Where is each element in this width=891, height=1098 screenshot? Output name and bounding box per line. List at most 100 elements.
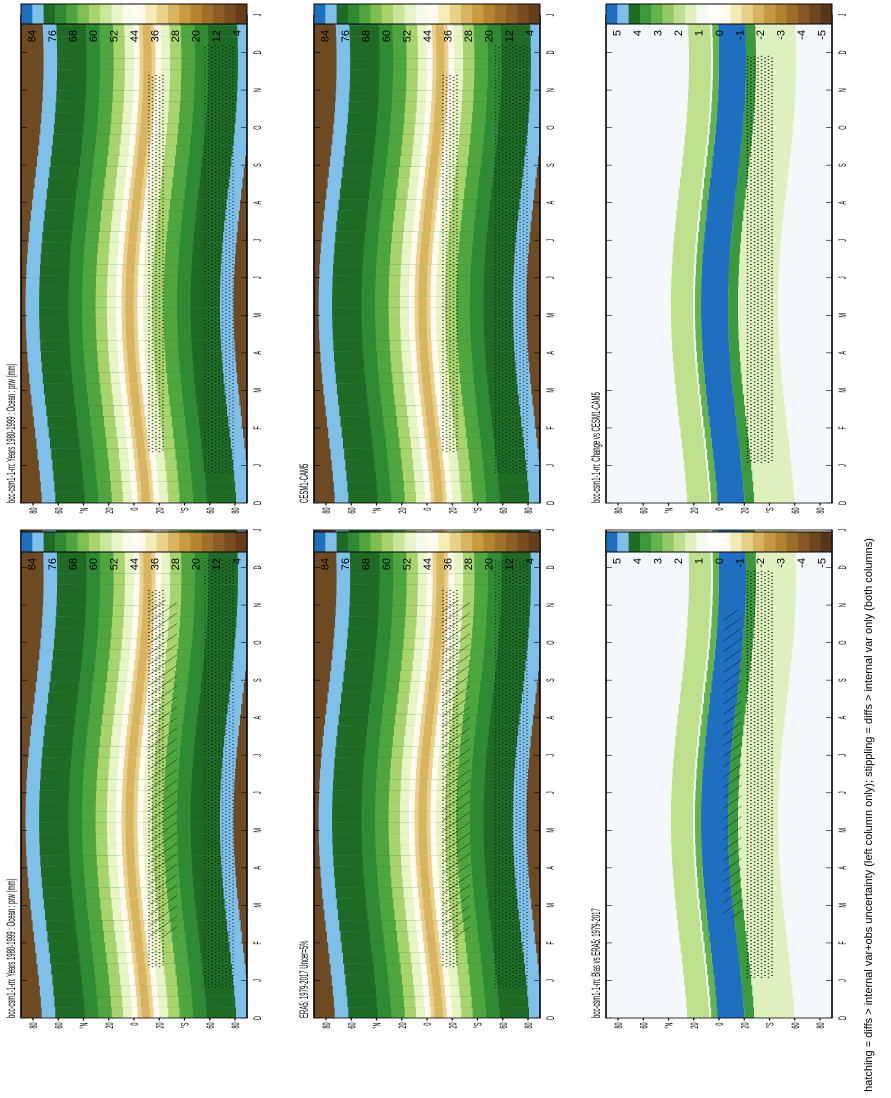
- lat-tick-label: 20: [103, 1022, 116, 1028]
- colorbar-label: -4: [796, 558, 808, 568]
- lat-tick-label: °S: [471, 507, 484, 513]
- lat-tick-label: 20: [396, 1022, 409, 1028]
- colorbar-label: 68: [360, 30, 372, 42]
- colorbar-swatch: [88, 532, 101, 552]
- colorbar-swatch: [764, 4, 776, 24]
- month-tick-label: D: [544, 501, 557, 505]
- colorbar-swatch: [381, 532, 394, 552]
- colorbar-swatch: [685, 532, 697, 552]
- colorbar-swatch: [393, 4, 405, 24]
- colorbar-swatch: [673, 4, 686, 24]
- lat-tick-label: 60: [637, 1022, 650, 1028]
- colorbar-swatch: [820, 532, 833, 552]
- colorbar-label: 20: [484, 558, 496, 570]
- colorbar-swatch: [359, 532, 371, 552]
- colorbar-label: 2: [673, 30, 685, 36]
- lat-tick-label: 80: [612, 507, 625, 513]
- colorbar-swatch: [145, 532, 157, 552]
- colorbar-swatch: [730, 4, 742, 24]
- month-tick-label: D: [251, 501, 264, 505]
- colorbar-swatch: [54, 4, 67, 24]
- colorbar-swatch: [685, 4, 697, 24]
- lat-tick-label: °S: [178, 1022, 191, 1028]
- colorbar-swatch: [66, 532, 78, 552]
- colorbar-swatch: [617, 4, 629, 24]
- month-tick-label: N: [251, 603, 264, 607]
- colorbar-swatch: [381, 4, 394, 24]
- month-tick-label: N: [544, 88, 557, 92]
- month-tick-label: A: [251, 201, 264, 205]
- colorbar-swatch: [483, 532, 496, 552]
- month-tick-label: J: [251, 529, 264, 532]
- colorbar-swatch: [111, 4, 123, 24]
- month-tick-label: A: [544, 866, 557, 870]
- colorbar-swatch: [427, 532, 439, 552]
- month-tick-label: F: [251, 426, 264, 429]
- lat-tick-label: °S: [763, 507, 776, 513]
- colorbar-label: -5: [817, 558, 829, 568]
- colorbar-swatch: [359, 4, 371, 24]
- colorbar-label: 68: [67, 558, 79, 570]
- month-tick-label: M: [544, 388, 557, 393]
- lat-tick-label: 20: [446, 1022, 459, 1028]
- lat-tick-label: 80: [229, 1022, 242, 1028]
- colorbar-swatch: [100, 532, 112, 552]
- lat-tick-label: 20: [153, 507, 166, 513]
- colorbar-swatch: [179, 532, 191, 552]
- colorbar-swatch: [179, 4, 191, 24]
- colorbar-swatch: [460, 532, 473, 552]
- month-tick-label: A: [836, 201, 849, 205]
- colorbar-swatch: [156, 532, 169, 552]
- colorbar-swatch: [32, 532, 44, 552]
- month-tick-label: F: [836, 941, 849, 944]
- heatmap-field: [606, 15, 832, 503]
- month-tick-label: A: [251, 351, 264, 355]
- colorbar-label: 20: [191, 558, 203, 570]
- colorbar-label: 52: [401, 30, 413, 42]
- colorbar-label: -1: [735, 30, 747, 40]
- lat-tick-label: °N: [370, 508, 383, 514]
- month-tick-label: F: [544, 941, 557, 944]
- colorbar-swatch: [651, 4, 663, 24]
- month-tick-label: S: [836, 163, 849, 167]
- lat-tick-label: °N: [77, 508, 90, 514]
- lat-tick-label: 20: [738, 507, 751, 513]
- colorbar-swatch: [472, 4, 484, 24]
- colorbar-swatch: [347, 532, 360, 552]
- month-tick-label: D: [544, 1016, 557, 1020]
- colorbar-label: 76: [47, 558, 59, 570]
- month-tick-label: O: [836, 640, 849, 644]
- month-tick-label: A: [544, 351, 557, 355]
- heatmap-field: [606, 530, 832, 1018]
- month-tick-label: A: [251, 866, 264, 870]
- colorbar: 84 76 68 60 52 44 36 28 20 12 4: [313, 531, 541, 570]
- colorbar-swatch: [190, 532, 203, 552]
- colorbar-swatch: [66, 4, 78, 24]
- lat-tick-label: 60: [789, 507, 802, 513]
- month-tick-label: J: [544, 979, 557, 982]
- colorbar-label: 20: [484, 30, 496, 42]
- colorbar-swatch: [32, 4, 44, 24]
- month-tick-label: J: [836, 979, 849, 982]
- panel-title: bcc-csm1-1-m: Years 1980-1999 : Ocean : …: [5, 879, 19, 1018]
- colorbar-swatch: [43, 532, 56, 552]
- colorbar-swatch: [167, 532, 180, 552]
- colorbar-swatch: [775, 532, 788, 552]
- colorbar-label: 60: [381, 558, 393, 570]
- colorbar-swatch: [77, 4, 90, 24]
- lat-tick-label: 0: [421, 1022, 434, 1025]
- lat-tick-label: 80: [320, 507, 333, 513]
- lat-tick-label: 20: [738, 1022, 751, 1028]
- month-tick-label: J: [251, 239, 264, 242]
- colorbar-swatch: [506, 4, 518, 24]
- colorbar-label: 84: [319, 558, 331, 570]
- colorbar-label: 60: [88, 558, 100, 570]
- colorbar: 84 76 68 60 52 44 36 28 20 12 4: [313, 3, 541, 42]
- colorbar-swatch: [449, 4, 462, 24]
- lat-tick-label: 20: [103, 507, 116, 513]
- month-tick-label: N: [251, 88, 264, 92]
- colorbar-swatch: [528, 4, 541, 24]
- colorbar-swatch: [460, 4, 473, 24]
- colorbar-swatch: [506, 532, 518, 552]
- colorbar-swatch: [336, 4, 349, 24]
